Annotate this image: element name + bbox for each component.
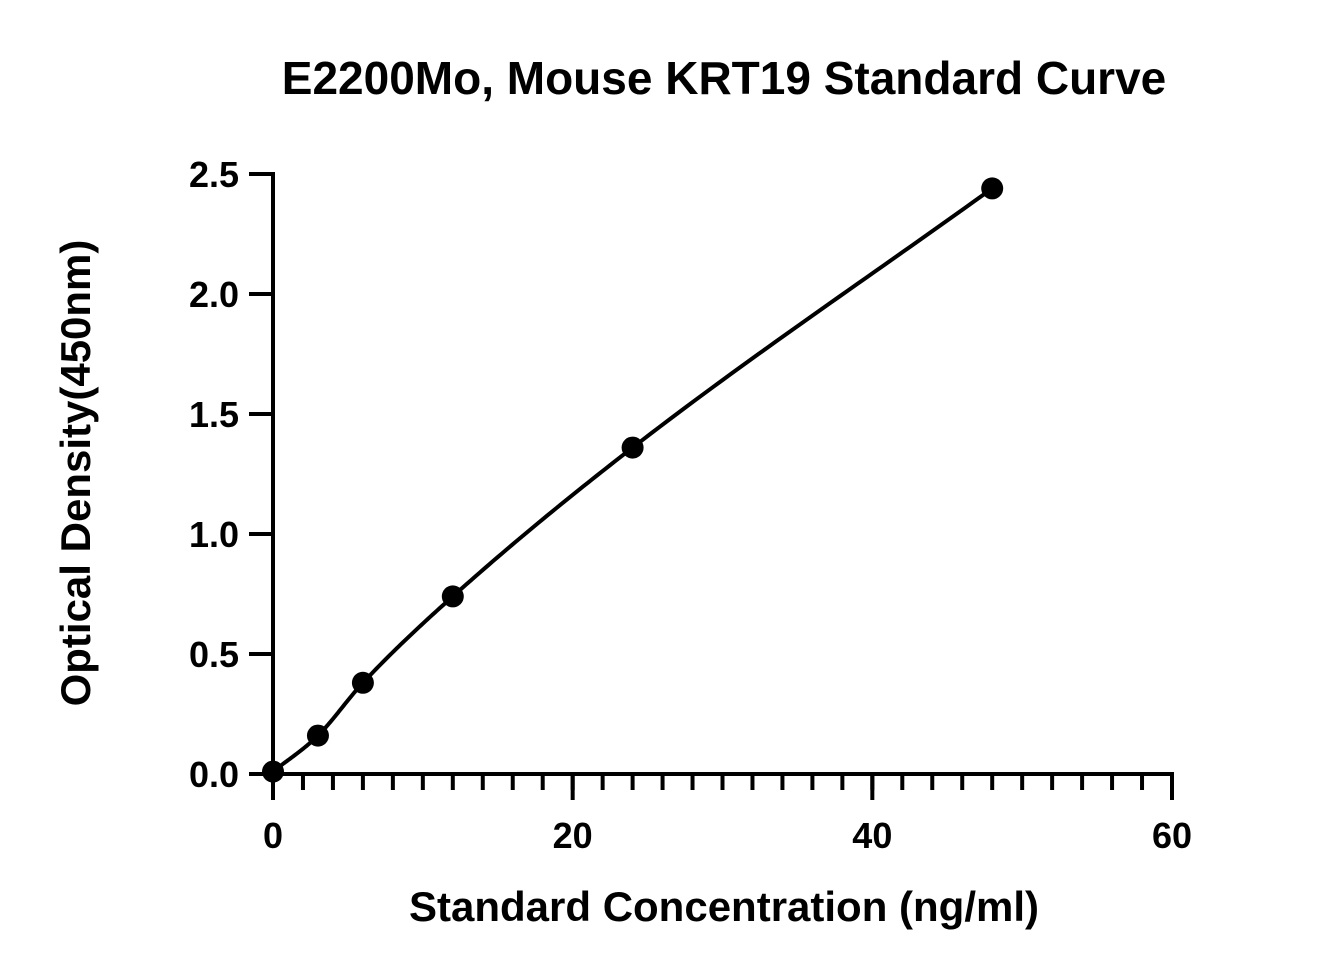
axes: 0.0 0.5 1.0 1.5 2.0 2.5 0 20 40 60 (189, 154, 1192, 856)
y-tick-label: 2.0 (189, 274, 239, 315)
y-tick-label: 1.0 (189, 514, 239, 555)
data-point (981, 177, 1004, 200)
data-point (441, 585, 464, 608)
y-tick-label: 0.5 (189, 634, 239, 675)
x-tick-label: 0 (263, 815, 283, 856)
chart-title: E2200Mo, Mouse KRT19 Standard Curve (282, 52, 1166, 104)
x-axis-label: Standard Concentration (ng/ml) (409, 883, 1039, 930)
data-point (306, 724, 329, 747)
plot-area (262, 177, 1004, 783)
x-tick-label: 40 (852, 815, 892, 856)
y-tick-label: 2.5 (189, 154, 239, 195)
y-tick-label: 0.0 (189, 754, 239, 795)
data-point (621, 436, 644, 459)
x-tick-label: 20 (553, 815, 593, 856)
data-point (262, 760, 284, 783)
fit-curve (271, 186, 994, 774)
x-tick-label: 60 (1152, 815, 1192, 856)
y-axis-label: Optical Density(450nm) (52, 240, 99, 707)
data-point (351, 671, 374, 694)
y-tick-label: 1.5 (189, 394, 239, 435)
